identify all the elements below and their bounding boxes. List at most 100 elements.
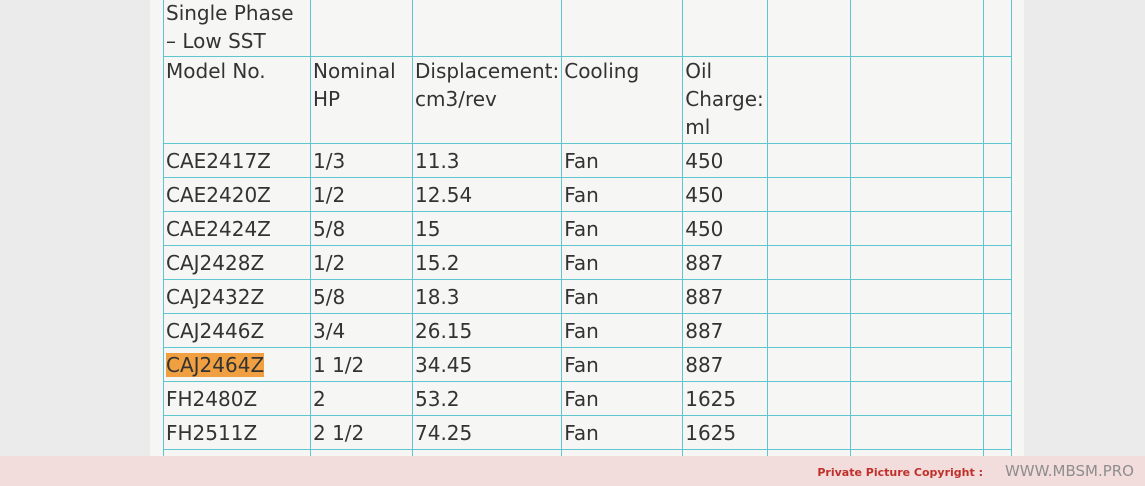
cell-text: CAE2420Z [166, 183, 271, 207]
table-cell [767, 0, 852, 57]
table-row: Single Phase – Low SST [163, 0, 1013, 57]
table-cell: 1/2 [310, 245, 413, 280]
table-cell: Fan [561, 381, 684, 416]
table-cell: 2 [310, 381, 413, 416]
table-row: CAJ2428Z 1/2 15.2 Fan 887 [163, 245, 1013, 280]
table-cell: CAJ2464Z [163, 347, 311, 382]
cell-text: FH2480Z [166, 387, 258, 411]
cell-text: 450 [685, 149, 724, 173]
site-name: WWW.MBSM.PRO [1004, 462, 1134, 480]
table-cell: Fan [561, 245, 684, 280]
table-cell [850, 347, 985, 382]
table-cell: Fan [561, 415, 684, 450]
table-cell [983, 143, 1013, 178]
table-cell [983, 279, 1013, 314]
cell-text: 2 [313, 387, 326, 411]
cell-text: CAE2417Z [166, 149, 271, 173]
cell-text: Fan [564, 353, 599, 377]
table-cell [850, 415, 985, 450]
table-cell [983, 177, 1013, 212]
table-cell: 887 [682, 347, 769, 382]
table-row: CAJ2432Z 5/8 18.3 Fan 887 [163, 279, 1013, 314]
cell-text: 450 [685, 183, 724, 207]
cell-text: 887 [685, 353, 724, 377]
cell-text: CAJ2428Z [166, 251, 265, 275]
table-cell [983, 211, 1013, 246]
table-cell [767, 143, 852, 178]
table-row: FH2480Z 2 53.2 Fan 1625 [163, 381, 1013, 416]
table-cell: Single Phase – Low SST [163, 0, 311, 57]
cell-text: CAJ2432Z [166, 285, 265, 309]
cell-text: 26.15 [415, 319, 473, 343]
table-cell [850, 56, 985, 144]
cell-text: 887 [685, 251, 724, 275]
table-cell [850, 279, 985, 314]
table-cell: 11.3 [411, 143, 563, 178]
table-row: CAJ2446Z 3/4 26.15 Fan 887 [163, 313, 1013, 348]
table-cell [767, 56, 852, 144]
table-cell: CAE2417Z [163, 143, 311, 178]
cell-text: 1625 [685, 421, 737, 445]
table-cell: 1/3 [310, 143, 413, 178]
cell-text: CAJ2464Z [166, 353, 265, 377]
cell-text: Displacement: cm3/rev [415, 59, 560, 111]
table-cell [767, 313, 852, 348]
table-cell: 1 1/2 [310, 347, 413, 382]
cell-text: Oil Charge: ml [685, 59, 764, 139]
table-cell: 5/8 [310, 279, 413, 314]
cell-text: FH2511Z [166, 421, 258, 445]
table-cell: 74.25 [411, 415, 563, 450]
table-cell: 5/8 [310, 211, 413, 246]
spec-table: Single Phase – Low SST Model No. Nominal H… [163, 0, 1013, 486]
table-cell [983, 245, 1013, 280]
table-cell: 887 [682, 313, 769, 348]
table-cell: CAJ2446Z [163, 313, 311, 348]
table-cell: 18.3 [411, 279, 563, 314]
table-row: CAJ2464Z 1 1/2 34.45 Fan 887 [163, 347, 1013, 382]
table-row: FH2511Z 2 1/2 74.25 Fan 1625 [163, 415, 1013, 450]
cell-text: 450 [685, 217, 724, 241]
table-cell: CAJ2432Z [163, 279, 311, 314]
table-cell [850, 177, 985, 212]
cell-text: 887 [685, 285, 724, 309]
table-cell: 3/4 [310, 313, 413, 348]
cell-text: 1/2 [313, 183, 346, 207]
table-cell [767, 415, 852, 450]
cell-text: 1625 [685, 387, 737, 411]
table-cell: CAE2420Z [163, 177, 311, 212]
table-row: CAE2420Z 1/2 12.54 Fan 450 [163, 177, 1013, 212]
cell-text: Model No. [166, 59, 266, 83]
table-cell: Model No. [163, 56, 311, 144]
table-cell [767, 245, 852, 280]
footer-bar: Private Picture Copyright : WWW.MBSM.PRO [0, 456, 1145, 486]
table-cell [767, 211, 852, 246]
table-cell [561, 0, 684, 57]
table-cell [850, 0, 985, 57]
cell-text: Fan [564, 285, 599, 309]
table-cell: 26.15 [411, 313, 563, 348]
cell-text: 34.45 [415, 353, 473, 377]
table-cell [850, 245, 985, 280]
cell-text: CAJ2446Z [166, 319, 265, 343]
table-cell [850, 211, 985, 246]
cell-text: 18.3 [415, 285, 460, 309]
table-cell: 450 [682, 143, 769, 178]
table-cell [850, 313, 985, 348]
table-cell [767, 279, 852, 314]
table-cell: Oil Charge: ml [682, 56, 769, 144]
table-row: CAE2424Z 5/8 15 Fan 450 [163, 211, 1013, 246]
cell-text: 74.25 [415, 421, 473, 445]
table-cell: FH2480Z [163, 381, 311, 416]
cell-text: Fan [564, 183, 599, 207]
cell-text: 15.2 [415, 251, 460, 275]
table-cell [983, 415, 1013, 450]
cell-text: 1/3 [313, 149, 346, 173]
cell-text: Fan [564, 251, 599, 275]
cell-text: 887 [685, 319, 724, 343]
table-cell: Fan [561, 211, 684, 246]
table-cell: 2 1/2 [310, 415, 413, 450]
table-cell: Fan [561, 279, 684, 314]
table-cell [850, 381, 985, 416]
table-cell: Fan [561, 347, 684, 382]
